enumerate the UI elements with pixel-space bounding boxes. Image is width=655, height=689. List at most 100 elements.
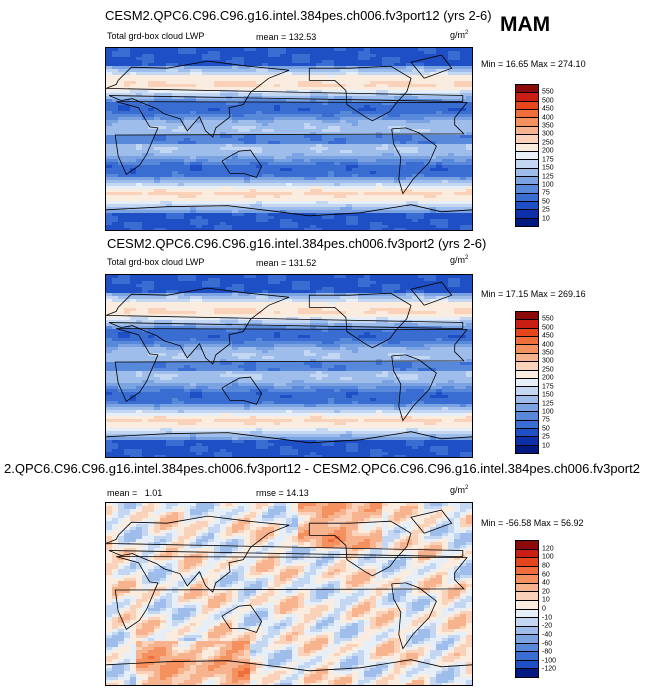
map-cell <box>352 135 359 139</box>
map-cell <box>256 66 263 70</box>
map-cell <box>412 51 419 55</box>
map-cell <box>118 210 125 214</box>
map-cell <box>430 90 437 94</box>
map-cell <box>286 174 293 178</box>
map-cell <box>316 314 323 318</box>
map-cell <box>244 183 251 187</box>
map-cell <box>250 147 257 151</box>
map-cell <box>382 156 389 160</box>
map-cell <box>118 147 125 151</box>
map-cell <box>382 293 389 297</box>
map-cell <box>130 93 137 97</box>
map-cell <box>160 114 167 118</box>
map-cell <box>370 54 377 58</box>
map-cell <box>286 281 293 285</box>
map-cell <box>280 171 287 175</box>
map-cell <box>328 66 335 70</box>
map-cell <box>130 213 137 217</box>
map-cell <box>178 102 185 106</box>
map-cell <box>286 114 293 118</box>
map-cell <box>442 57 449 61</box>
map-cell <box>454 302 461 306</box>
map-cell <box>466 60 472 64</box>
map-cell <box>130 323 137 327</box>
map-cell <box>196 210 203 214</box>
season-label: MAM <box>500 13 551 36</box>
map-cell <box>118 284 125 288</box>
map-cell <box>346 99 353 103</box>
map-cell <box>196 66 203 70</box>
map-cell <box>346 189 353 193</box>
map-cell <box>274 60 281 64</box>
map-cell <box>274 147 281 151</box>
map-cell <box>250 117 257 121</box>
map-cell <box>334 87 341 91</box>
map-cell <box>418 225 425 229</box>
map-cell <box>118 54 125 58</box>
map-cell <box>154 111 161 115</box>
map-cell <box>310 299 317 303</box>
map-cell <box>436 290 443 294</box>
map-cell <box>172 123 179 127</box>
map-cell <box>460 317 467 321</box>
map-cell <box>316 332 323 336</box>
map-cell <box>142 192 149 196</box>
map-cell <box>136 60 143 64</box>
map-cell <box>112 296 119 300</box>
map-cell <box>274 99 281 103</box>
map-cell <box>112 305 119 309</box>
map-cell <box>220 326 227 330</box>
map-cell <box>430 144 437 148</box>
map-cell <box>394 105 401 109</box>
map-cell <box>376 281 383 285</box>
map-cell <box>298 144 305 148</box>
map-cell <box>262 84 269 88</box>
map-cell <box>388 48 395 52</box>
map-cell <box>262 138 269 142</box>
map-cell <box>328 225 335 229</box>
map-cell <box>346 96 353 100</box>
map-cell <box>340 168 347 172</box>
map-cell <box>328 102 335 106</box>
map-cell <box>148 84 155 88</box>
map-cell <box>184 147 191 151</box>
map-cell <box>418 216 425 220</box>
map-cell <box>286 87 293 91</box>
map-cell <box>394 102 401 106</box>
map-cell <box>166 150 173 154</box>
map-cell <box>274 114 281 118</box>
map-cell <box>190 126 197 130</box>
map-cell <box>334 323 341 327</box>
map-cell <box>430 48 437 52</box>
map-cell <box>226 144 233 148</box>
map-cell <box>118 299 125 303</box>
map-cell <box>268 305 275 309</box>
map-cell <box>208 111 215 115</box>
map-cell <box>316 144 323 148</box>
map-cell <box>304 48 311 52</box>
map-cell <box>232 308 239 312</box>
colorbar-swatch <box>516 143 538 152</box>
map-cell <box>436 317 443 321</box>
map-cell <box>316 63 323 67</box>
map-cell <box>388 75 395 79</box>
map-cell <box>436 120 443 124</box>
colorbar-tick-label: 150 <box>542 164 554 172</box>
map-cell <box>262 81 269 85</box>
map-cell <box>112 171 119 175</box>
map-cell <box>190 81 197 85</box>
map-cell <box>244 129 251 133</box>
map-cell <box>208 305 215 309</box>
map-cell <box>328 174 335 178</box>
map-cell <box>118 84 125 88</box>
map-cell <box>136 63 143 67</box>
panel1-minmax: Min = 16.65 Max = 274.10 <box>481 59 586 69</box>
map-cell <box>358 275 365 279</box>
map-cell <box>136 180 143 184</box>
map-cell <box>226 320 233 324</box>
map-cell <box>184 126 191 130</box>
map-cell <box>172 156 179 160</box>
map-cell <box>370 299 377 303</box>
map-cell <box>160 123 167 127</box>
map-cell <box>454 102 461 106</box>
